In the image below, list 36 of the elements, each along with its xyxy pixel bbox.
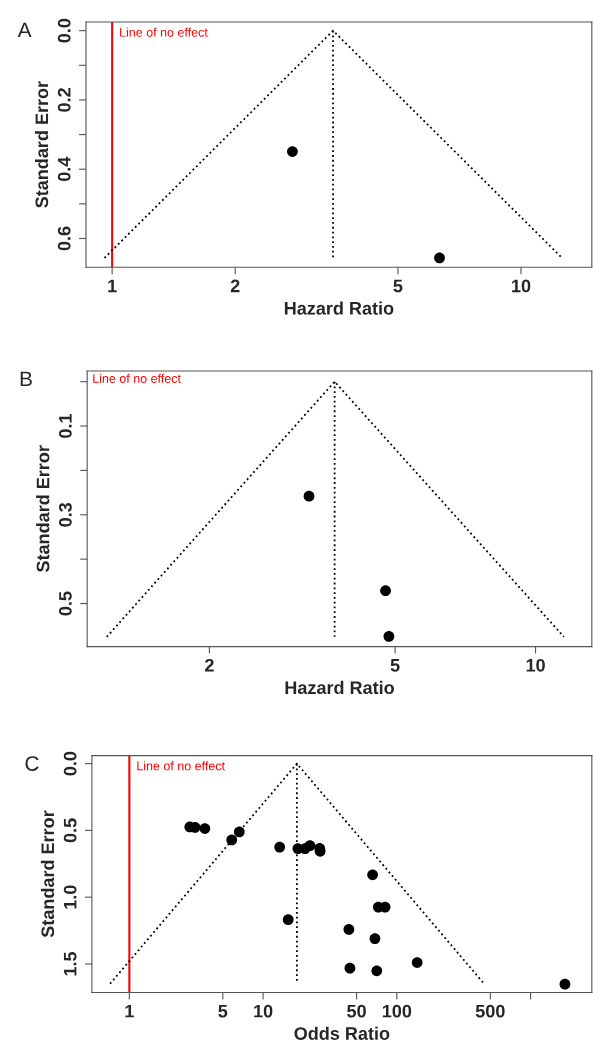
y-axis-title: Standard Error xyxy=(34,81,49,208)
x-axis-title: Odds Ratio xyxy=(294,1026,390,1040)
y-tick-label: 0.0 xyxy=(63,751,77,776)
y-tick-label: 0.4 xyxy=(57,156,71,182)
y-tick-label: 0.6 xyxy=(57,226,71,251)
y-tick-label: 0.5 xyxy=(59,591,72,616)
y-tick-label: 0.5 xyxy=(63,818,77,843)
chart-title: A xyxy=(17,22,32,38)
y-tick-label: 0.3 xyxy=(59,502,72,527)
x-tick-label: 5 xyxy=(390,659,400,672)
x-axis-title: Hazard Ratio xyxy=(285,680,394,695)
x-tick-label: 500 xyxy=(475,1004,505,1018)
x-tick-label: 2 xyxy=(205,658,214,672)
y-tick-label: 0.0 xyxy=(57,18,71,43)
chart-title: B xyxy=(20,371,32,387)
x-axis-title: Hazard Ratio xyxy=(284,301,394,315)
y-tick-label: 0.2 xyxy=(57,88,71,112)
chart-title: C xyxy=(25,756,39,771)
x-tick-label: 5 xyxy=(393,279,403,293)
x-tick-label: 2 xyxy=(230,279,240,293)
x-tick-label: 10 xyxy=(526,658,545,672)
x-tick-label: 1 xyxy=(108,279,117,293)
y-axis-title: Standard Error xyxy=(36,445,50,572)
x-tick-label: 5 xyxy=(218,1004,228,1018)
y-tick-label: 1.0 xyxy=(63,885,77,909)
ref-line-label: Line of no effect xyxy=(120,27,208,37)
x-tick-label: 100 xyxy=(382,1004,412,1018)
x-tick-label: 10 xyxy=(254,1004,273,1018)
y-axis-title: Standard Error xyxy=(40,810,55,938)
x-tick-label: 1 xyxy=(125,1004,134,1018)
y-tick-label: 1.5 xyxy=(63,951,77,976)
ref-line-label: Line of no effect xyxy=(137,761,225,771)
x-tick-label: 10 xyxy=(512,279,531,293)
y-tick-label: 0.1 xyxy=(59,413,72,438)
annotation: Line of no effect xyxy=(93,373,181,383)
x-tick-label: 50 xyxy=(347,1004,366,1018)
